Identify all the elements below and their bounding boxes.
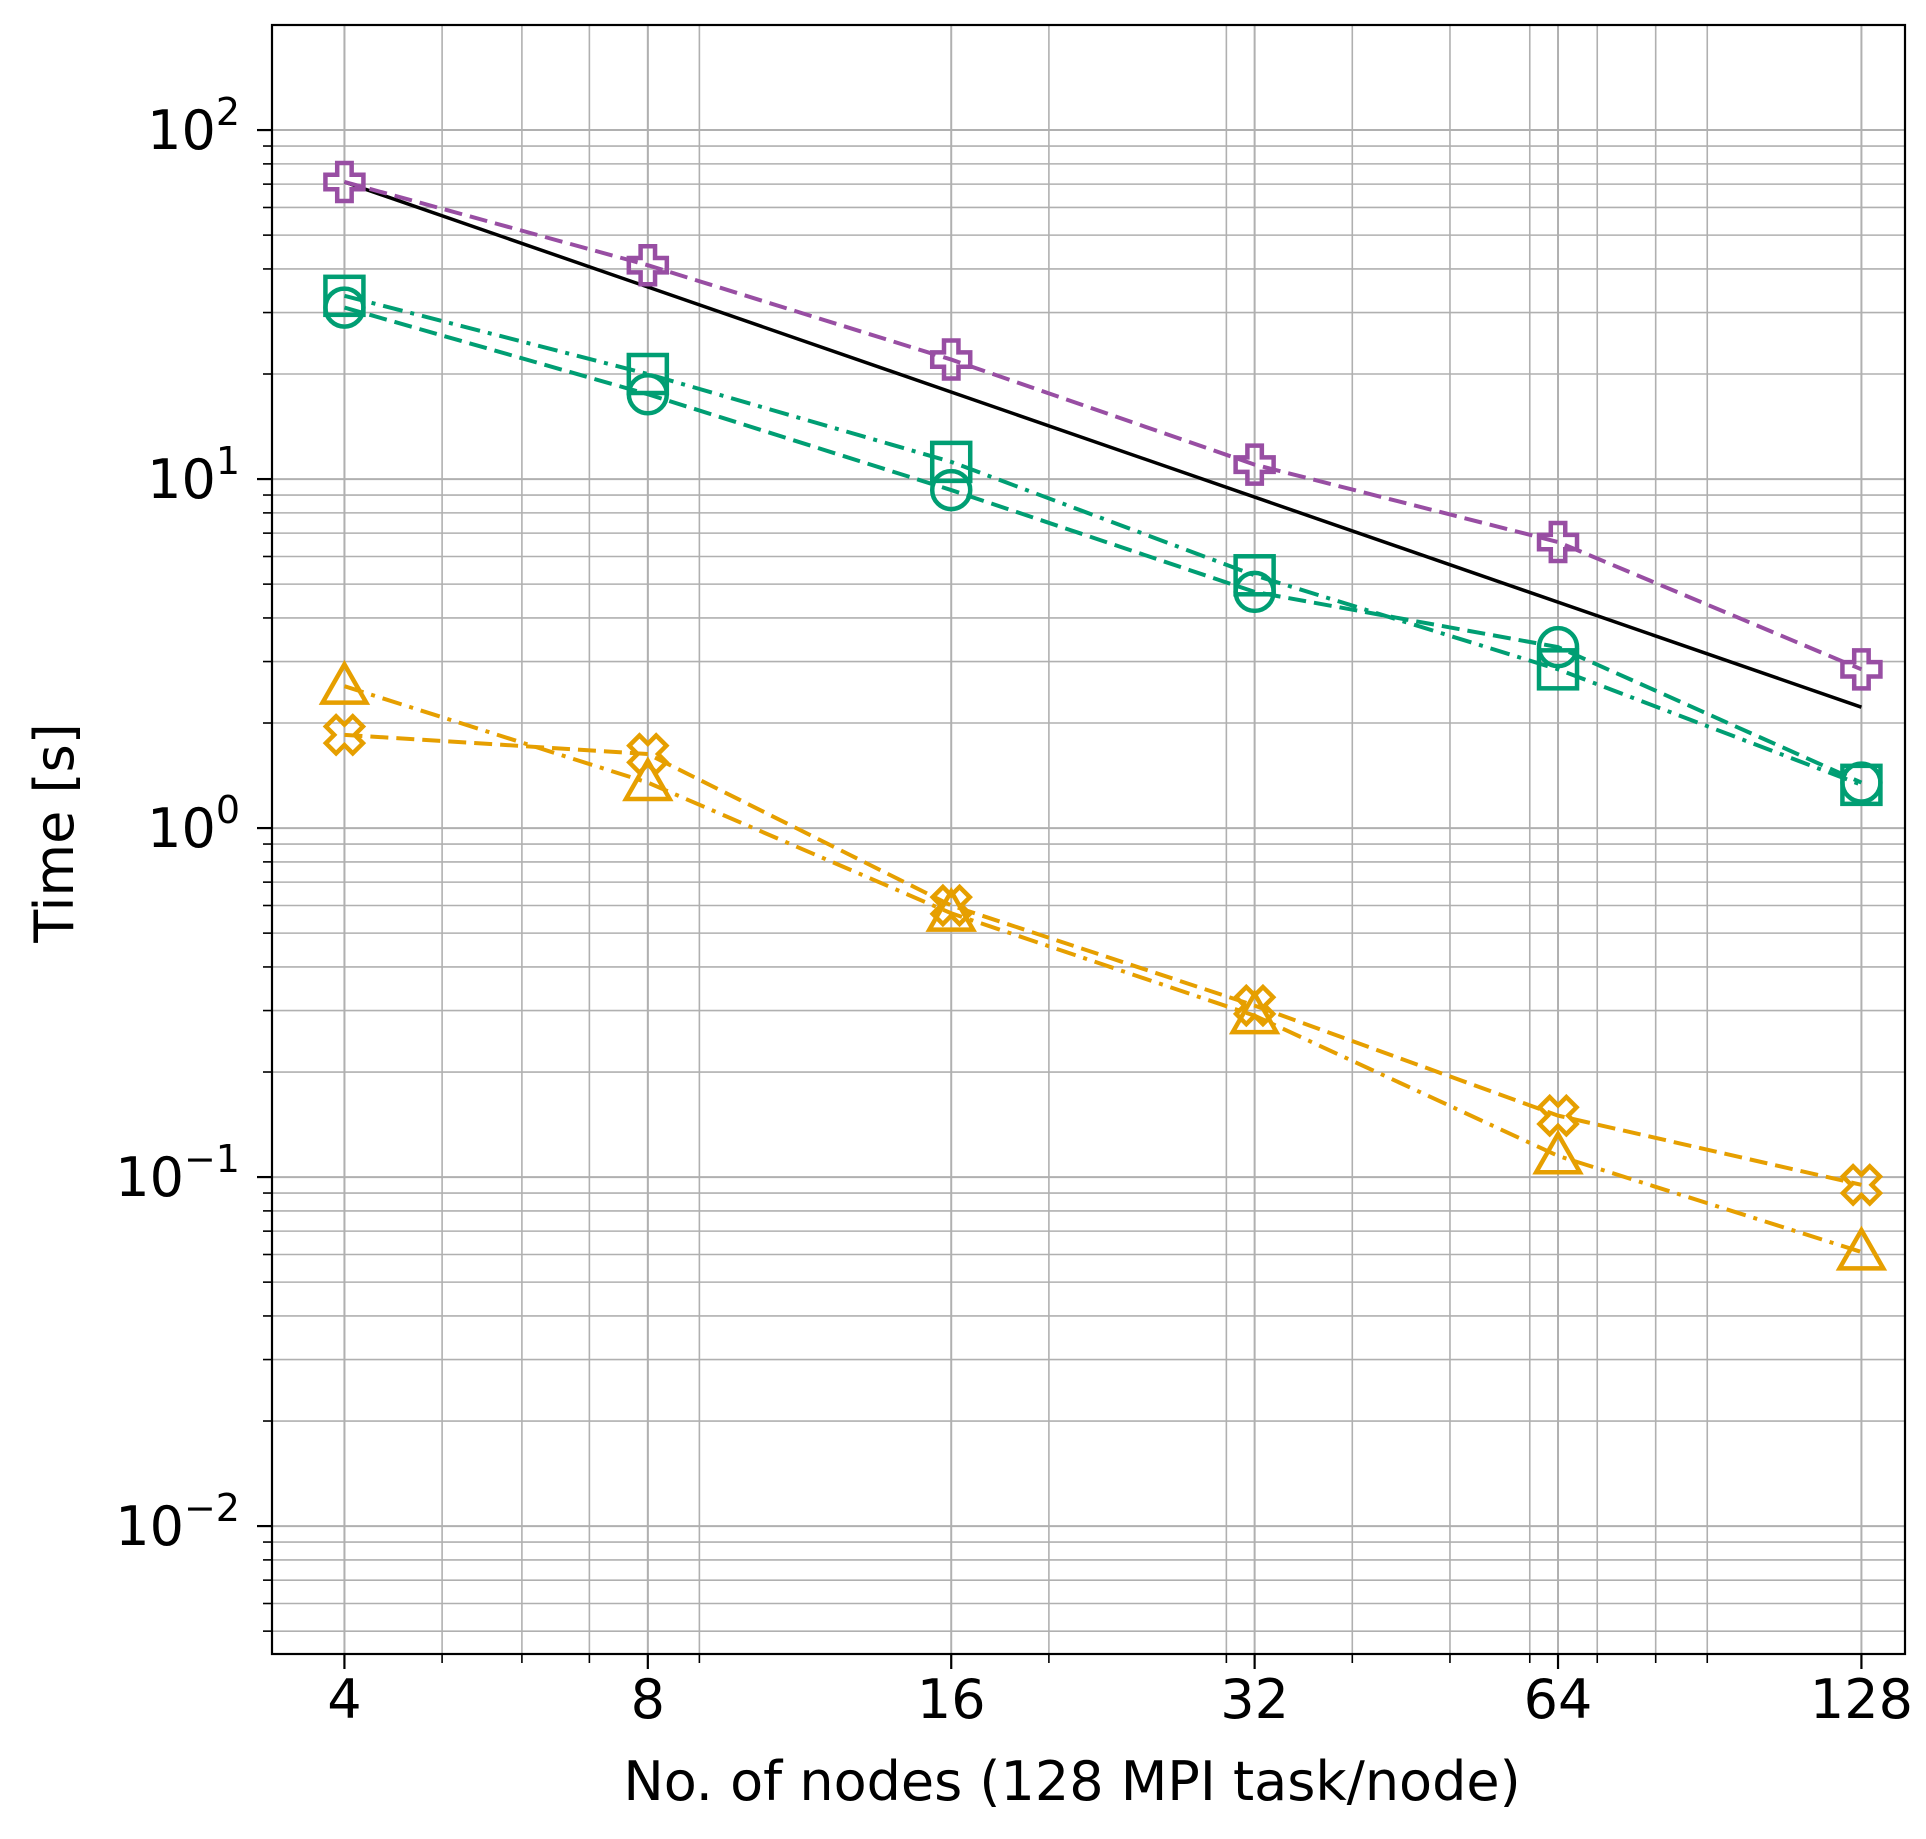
data-point-orange-triangle [622, 756, 674, 802]
y-tick-label: 10−2 [115, 1486, 240, 1558]
data-point-green-square [1233, 554, 1276, 597]
data-point-orange-x [1232, 983, 1277, 1028]
series-line-orange-x [344, 732, 1862, 1187]
series-line-orange-triangle [343, 684, 1863, 1254]
data-point-green-circle [929, 468, 973, 512]
grid-major [272, 25, 1905, 1654]
data-point-green-square [929, 440, 973, 484]
x-tick-label: 4 [327, 1668, 361, 1731]
x-tick-label: 64 [1524, 1668, 1593, 1731]
x-tick-label: 16 [917, 1668, 986, 1731]
data-point-green-circle [1840, 761, 1883, 804]
series-orange-x [322, 713, 1884, 1207]
x-tick-label: 32 [1220, 1668, 1289, 1731]
y-axis-label: Time [s] [23, 723, 86, 944]
series-line-ideal [343, 180, 1862, 709]
series-layer [318, 160, 1888, 1271]
data-point-purple-plus [929, 338, 973, 381]
x-tick-label: 128 [1810, 1668, 1913, 1731]
x-tick-label: 8 [631, 1668, 665, 1731]
series-line-green-circle [343, 305, 1863, 785]
data-point-purple-plus [1840, 648, 1883, 691]
y-tick-label: 100 [147, 788, 240, 860]
data-point-purple-plus [626, 243, 670, 287]
data-point-purple-plus [323, 160, 366, 204]
data-point-orange-x [929, 883, 973, 928]
data-point-purple-plus [1536, 520, 1580, 564]
data-point-green-circle [1233, 570, 1276, 614]
ticks-layer: 4 8 16 32 64 128 10−2 10−1 100 101 102 [115, 90, 1913, 1731]
data-point-orange-x [1839, 1163, 1884, 1207]
plot-frame [270, 23, 1907, 1656]
y-tick-label: 10−1 [115, 1137, 240, 1209]
x-axis-label: No. of nodes (128 MPI task/node) [623, 1750, 1520, 1813]
data-point-orange-triangle [1835, 1225, 1888, 1271]
data-point-orange-x [626, 732, 670, 776]
series-green-square [323, 274, 1883, 807]
series-purple-plus [323, 160, 1883, 691]
data-point-green-circle [1536, 625, 1580, 669]
data-point-green-square [1536, 648, 1580, 691]
data-point-orange-triangle [1228, 989, 1281, 1035]
data-point-green-circle [323, 286, 366, 329]
y-tick-label: 102 [147, 90, 240, 162]
data-point-orange-x [322, 713, 367, 757]
data-point-green-circle [626, 372, 670, 416]
data-point-green-square [323, 274, 366, 318]
series-line-purple-plus [343, 180, 1863, 672]
series-green-circle [323, 286, 1883, 804]
data-point-purple-plus [1233, 443, 1276, 486]
grid-minor [272, 25, 1905, 1654]
data-point-orange-x [1536, 1093, 1580, 1138]
series-line-green-square [343, 293, 1863, 787]
y-tick-label: 101 [147, 439, 240, 511]
data-point-orange-triangle [1532, 1129, 1584, 1175]
data-point-orange-triangle [318, 659, 371, 705]
series-ideal [343, 180, 1862, 709]
